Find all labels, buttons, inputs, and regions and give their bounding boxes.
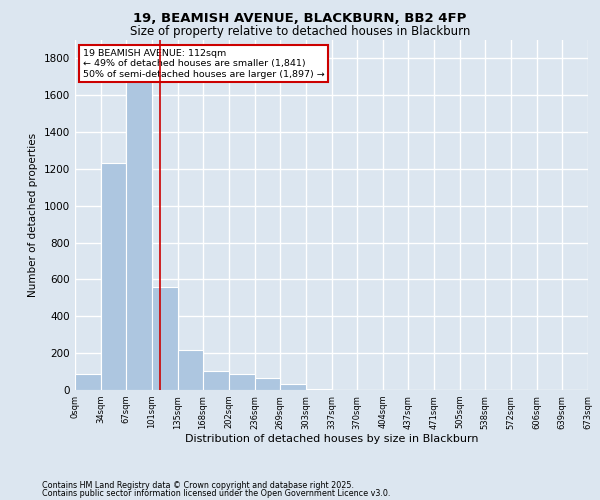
Text: Contains public sector information licensed under the Open Government Licence v3: Contains public sector information licen… (42, 488, 391, 498)
Text: Size of property relative to detached houses in Blackburn: Size of property relative to detached ho… (130, 25, 470, 38)
Bar (178, 350, 203, 390)
Bar (203, 370, 229, 390)
Bar (152, 287, 178, 390)
Y-axis label: Number of detached properties: Number of detached properties (28, 133, 38, 297)
Text: 19 BEAMISH AVENUE: 112sqm
← 49% of detached houses are smaller (1,841)
50% of se: 19 BEAMISH AVENUE: 112sqm ← 49% of detac… (83, 49, 325, 78)
Text: Contains HM Land Registry data © Crown copyright and database right 2025.: Contains HM Land Registry data © Crown c… (42, 481, 354, 490)
Bar (229, 374, 255, 390)
X-axis label: Distribution of detached houses by size in Blackburn: Distribution of detached houses by size … (185, 434, 478, 444)
Bar (306, 389, 332, 390)
Text: 19, BEAMISH AVENUE, BLACKBURN, BB2 4FP: 19, BEAMISH AVENUE, BLACKBURN, BB2 4FP (133, 12, 467, 26)
Bar (126, 73, 152, 390)
Bar (101, 164, 126, 390)
Bar (75, 374, 101, 390)
Bar (280, 384, 306, 390)
Bar (255, 378, 280, 390)
